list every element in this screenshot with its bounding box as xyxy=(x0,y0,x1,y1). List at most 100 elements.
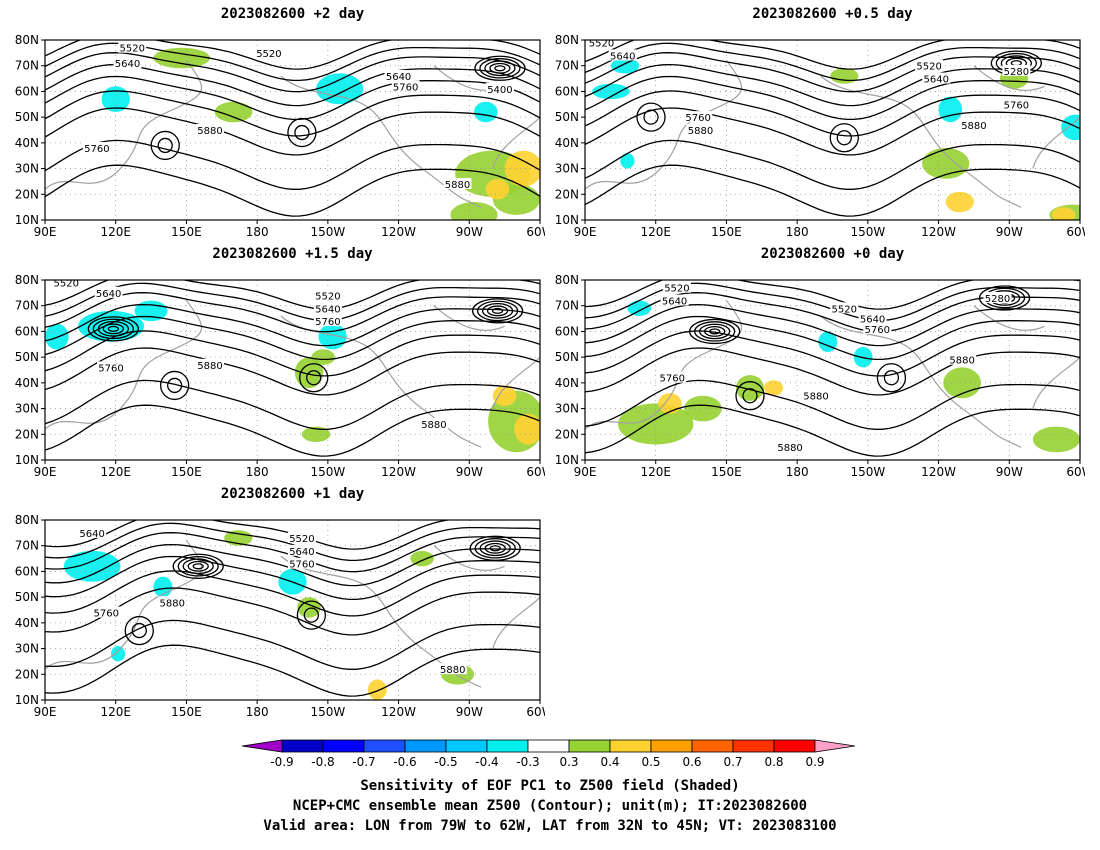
y-tick-label: 50N xyxy=(15,350,39,364)
contour-label: 5880 xyxy=(197,126,222,137)
x-tick-label: 120E xyxy=(640,225,671,239)
x-tick-label: 120E xyxy=(100,225,131,239)
coastline xyxy=(433,305,505,331)
low-contour xyxy=(978,285,1031,311)
y-tick-label: 40N xyxy=(15,136,39,150)
colorbar-box xyxy=(445,739,488,753)
contour-label-bg xyxy=(391,80,420,92)
y-tick-label: 60N xyxy=(555,324,579,338)
colorbar-label: 0.3 xyxy=(559,755,578,769)
height-contour xyxy=(45,280,540,310)
colorbar-label: -0.6 xyxy=(393,755,416,769)
caption-line-3: Valid area: LON from 79W to 62W, LAT fro… xyxy=(263,818,837,834)
contour-label-bg xyxy=(419,418,448,429)
height-contour xyxy=(585,42,1080,82)
x-tick-label: 60W xyxy=(526,225,545,239)
low-contour xyxy=(471,298,524,324)
y-tick-label: 70N xyxy=(555,299,579,313)
high-contour xyxy=(735,381,765,411)
map-plus-1-day: 5640 5520 5640 5760 5760 5880 5880 90E 120E 150E 1… xyxy=(0,508,545,723)
low-contour xyxy=(479,540,511,557)
low-contour xyxy=(107,325,120,332)
contour-label: 5760 xyxy=(393,82,418,93)
contour-label: 5760 xyxy=(865,325,890,336)
contour-label: 5280 xyxy=(1004,67,1029,78)
map-canvas: 5640 5520 5640 5760 5760 5880 5880 90E 120E 150E 1… xyxy=(15,513,545,719)
contour-label: 5760 xyxy=(659,374,684,385)
x-tick-label: 120E xyxy=(100,465,131,479)
y-tick-label: 50N xyxy=(15,110,39,124)
y-tick-label: 60N xyxy=(15,564,39,578)
height-contour xyxy=(585,90,1080,137)
map-background xyxy=(45,280,540,460)
contour-label-bg xyxy=(92,606,121,618)
y-tick-label: 80N xyxy=(555,33,579,47)
map-canvas: 5520 5640 5520 5640 5760 5760 5880 5880 90E 120E 1… xyxy=(15,273,545,479)
low-contour xyxy=(494,65,506,72)
height-contour xyxy=(45,619,540,670)
contour-label: 5640 xyxy=(610,51,635,62)
contour-label: 5760 xyxy=(289,560,314,571)
low-contour xyxy=(481,303,514,319)
shading-yellow xyxy=(945,191,974,213)
x-tick-label: 90E xyxy=(574,465,597,479)
contour-label-bg xyxy=(196,358,224,370)
y-tick-label: 50N xyxy=(555,350,579,364)
colorbar-box xyxy=(363,739,406,753)
y-tick-label: 60N xyxy=(555,84,579,98)
map-frame xyxy=(584,279,1081,461)
low-contour xyxy=(474,55,526,81)
height-contour xyxy=(45,303,540,347)
low-contour xyxy=(177,556,219,577)
colorbar-label: -0.7 xyxy=(352,755,375,769)
height-contour xyxy=(45,40,540,70)
contour-label-bg xyxy=(959,118,988,130)
high-contour xyxy=(166,377,183,394)
colorbar-box xyxy=(691,739,734,753)
contour-label: 5760 xyxy=(98,363,123,374)
high-contour xyxy=(636,102,666,132)
y-tick-label: 30N xyxy=(555,162,579,176)
panel-title: 2023082600 +2 day xyxy=(220,6,365,22)
contour-label: 5760 xyxy=(94,609,119,620)
caption-line-2: NCEP+CMC ensemble mean Z500 (Contour); u… xyxy=(292,798,808,814)
y-tick-label: 70N xyxy=(15,299,39,313)
map-canvas: 5520564055205640576052805760588058805880… xyxy=(555,273,1085,479)
shading-green xyxy=(153,47,210,69)
contour-label-bg xyxy=(608,49,637,61)
high-contour xyxy=(131,622,147,639)
x-tick-label: 180 xyxy=(786,465,809,479)
colorbar-label: 0.5 xyxy=(641,755,660,769)
contour-label-bg xyxy=(443,178,472,189)
contour-label-bg xyxy=(118,41,147,53)
height-contour xyxy=(45,570,540,617)
contour-label: 5520 xyxy=(289,534,314,545)
figure-caption: Sensitivity of EOF PC1 to Z500 field (Sh… xyxy=(0,776,1100,836)
shading-yellow xyxy=(504,150,540,187)
contour-label: 5520 xyxy=(589,39,614,50)
map-frame xyxy=(44,279,541,461)
contour-label-bg xyxy=(158,596,187,608)
x-tick-label: 150W xyxy=(310,465,345,479)
coastline xyxy=(820,315,1022,448)
contour-label: 5520 xyxy=(832,304,857,315)
low-contour xyxy=(97,321,130,337)
colorbar-label: -0.3 xyxy=(516,755,539,769)
low-contour xyxy=(187,560,209,572)
y-tick-label: 10N xyxy=(15,213,39,227)
low-contour xyxy=(92,318,135,340)
map-content: 5640 5520 5640 5760 5760 5880 5880 xyxy=(45,520,540,700)
contour-label: 5880 xyxy=(445,180,470,191)
x-tick-label: 60W xyxy=(526,705,545,719)
x-tick-label: 120W xyxy=(381,705,416,719)
contour-label: 5760 xyxy=(84,144,109,155)
shading-green xyxy=(214,101,253,123)
shading-yellow xyxy=(764,380,783,396)
high-contour xyxy=(742,388,758,404)
colorbar-label: -0.9 xyxy=(270,755,293,769)
contour-label: 5880 xyxy=(961,121,986,132)
contour-label-bg xyxy=(983,292,1012,303)
contour-label: 5760 xyxy=(315,317,340,328)
